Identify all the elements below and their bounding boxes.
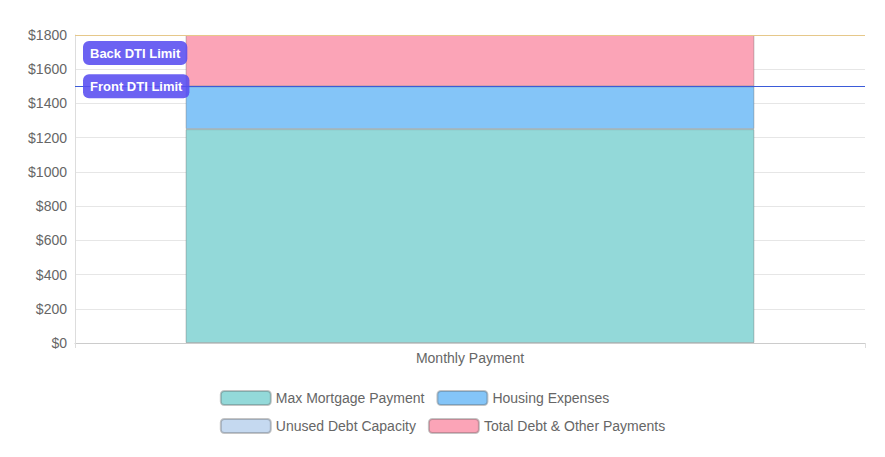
svg-text:$200: $200 xyxy=(36,301,67,317)
svg-text:$1800: $1800 xyxy=(28,27,67,43)
svg-text:$0: $0 xyxy=(51,335,67,351)
svg-text:Housing Expenses: Housing Expenses xyxy=(492,390,609,406)
svg-text:Max Mortgage Payment: Max Mortgage Payment xyxy=(276,390,425,406)
svg-text:$600: $600 xyxy=(36,232,67,248)
svg-text:Unused Debt Capacity: Unused Debt Capacity xyxy=(276,418,416,434)
svg-text:Total Debt & Other Payments: Total Debt & Other Payments xyxy=(484,418,665,434)
svg-text:$400: $400 xyxy=(36,267,67,283)
svg-text:$1400: $1400 xyxy=(28,95,67,111)
svg-text:Front DTI Limit: Front DTI Limit xyxy=(90,79,183,94)
svg-text:$1000: $1000 xyxy=(28,164,67,180)
svg-text:Monthly Payment: Monthly Payment xyxy=(416,350,524,366)
svg-text:$800: $800 xyxy=(36,198,67,214)
svg-text:$1600: $1600 xyxy=(28,61,67,77)
svg-text:$1200: $1200 xyxy=(28,130,67,146)
svg-text:Back DTI Limit: Back DTI Limit xyxy=(90,46,181,61)
